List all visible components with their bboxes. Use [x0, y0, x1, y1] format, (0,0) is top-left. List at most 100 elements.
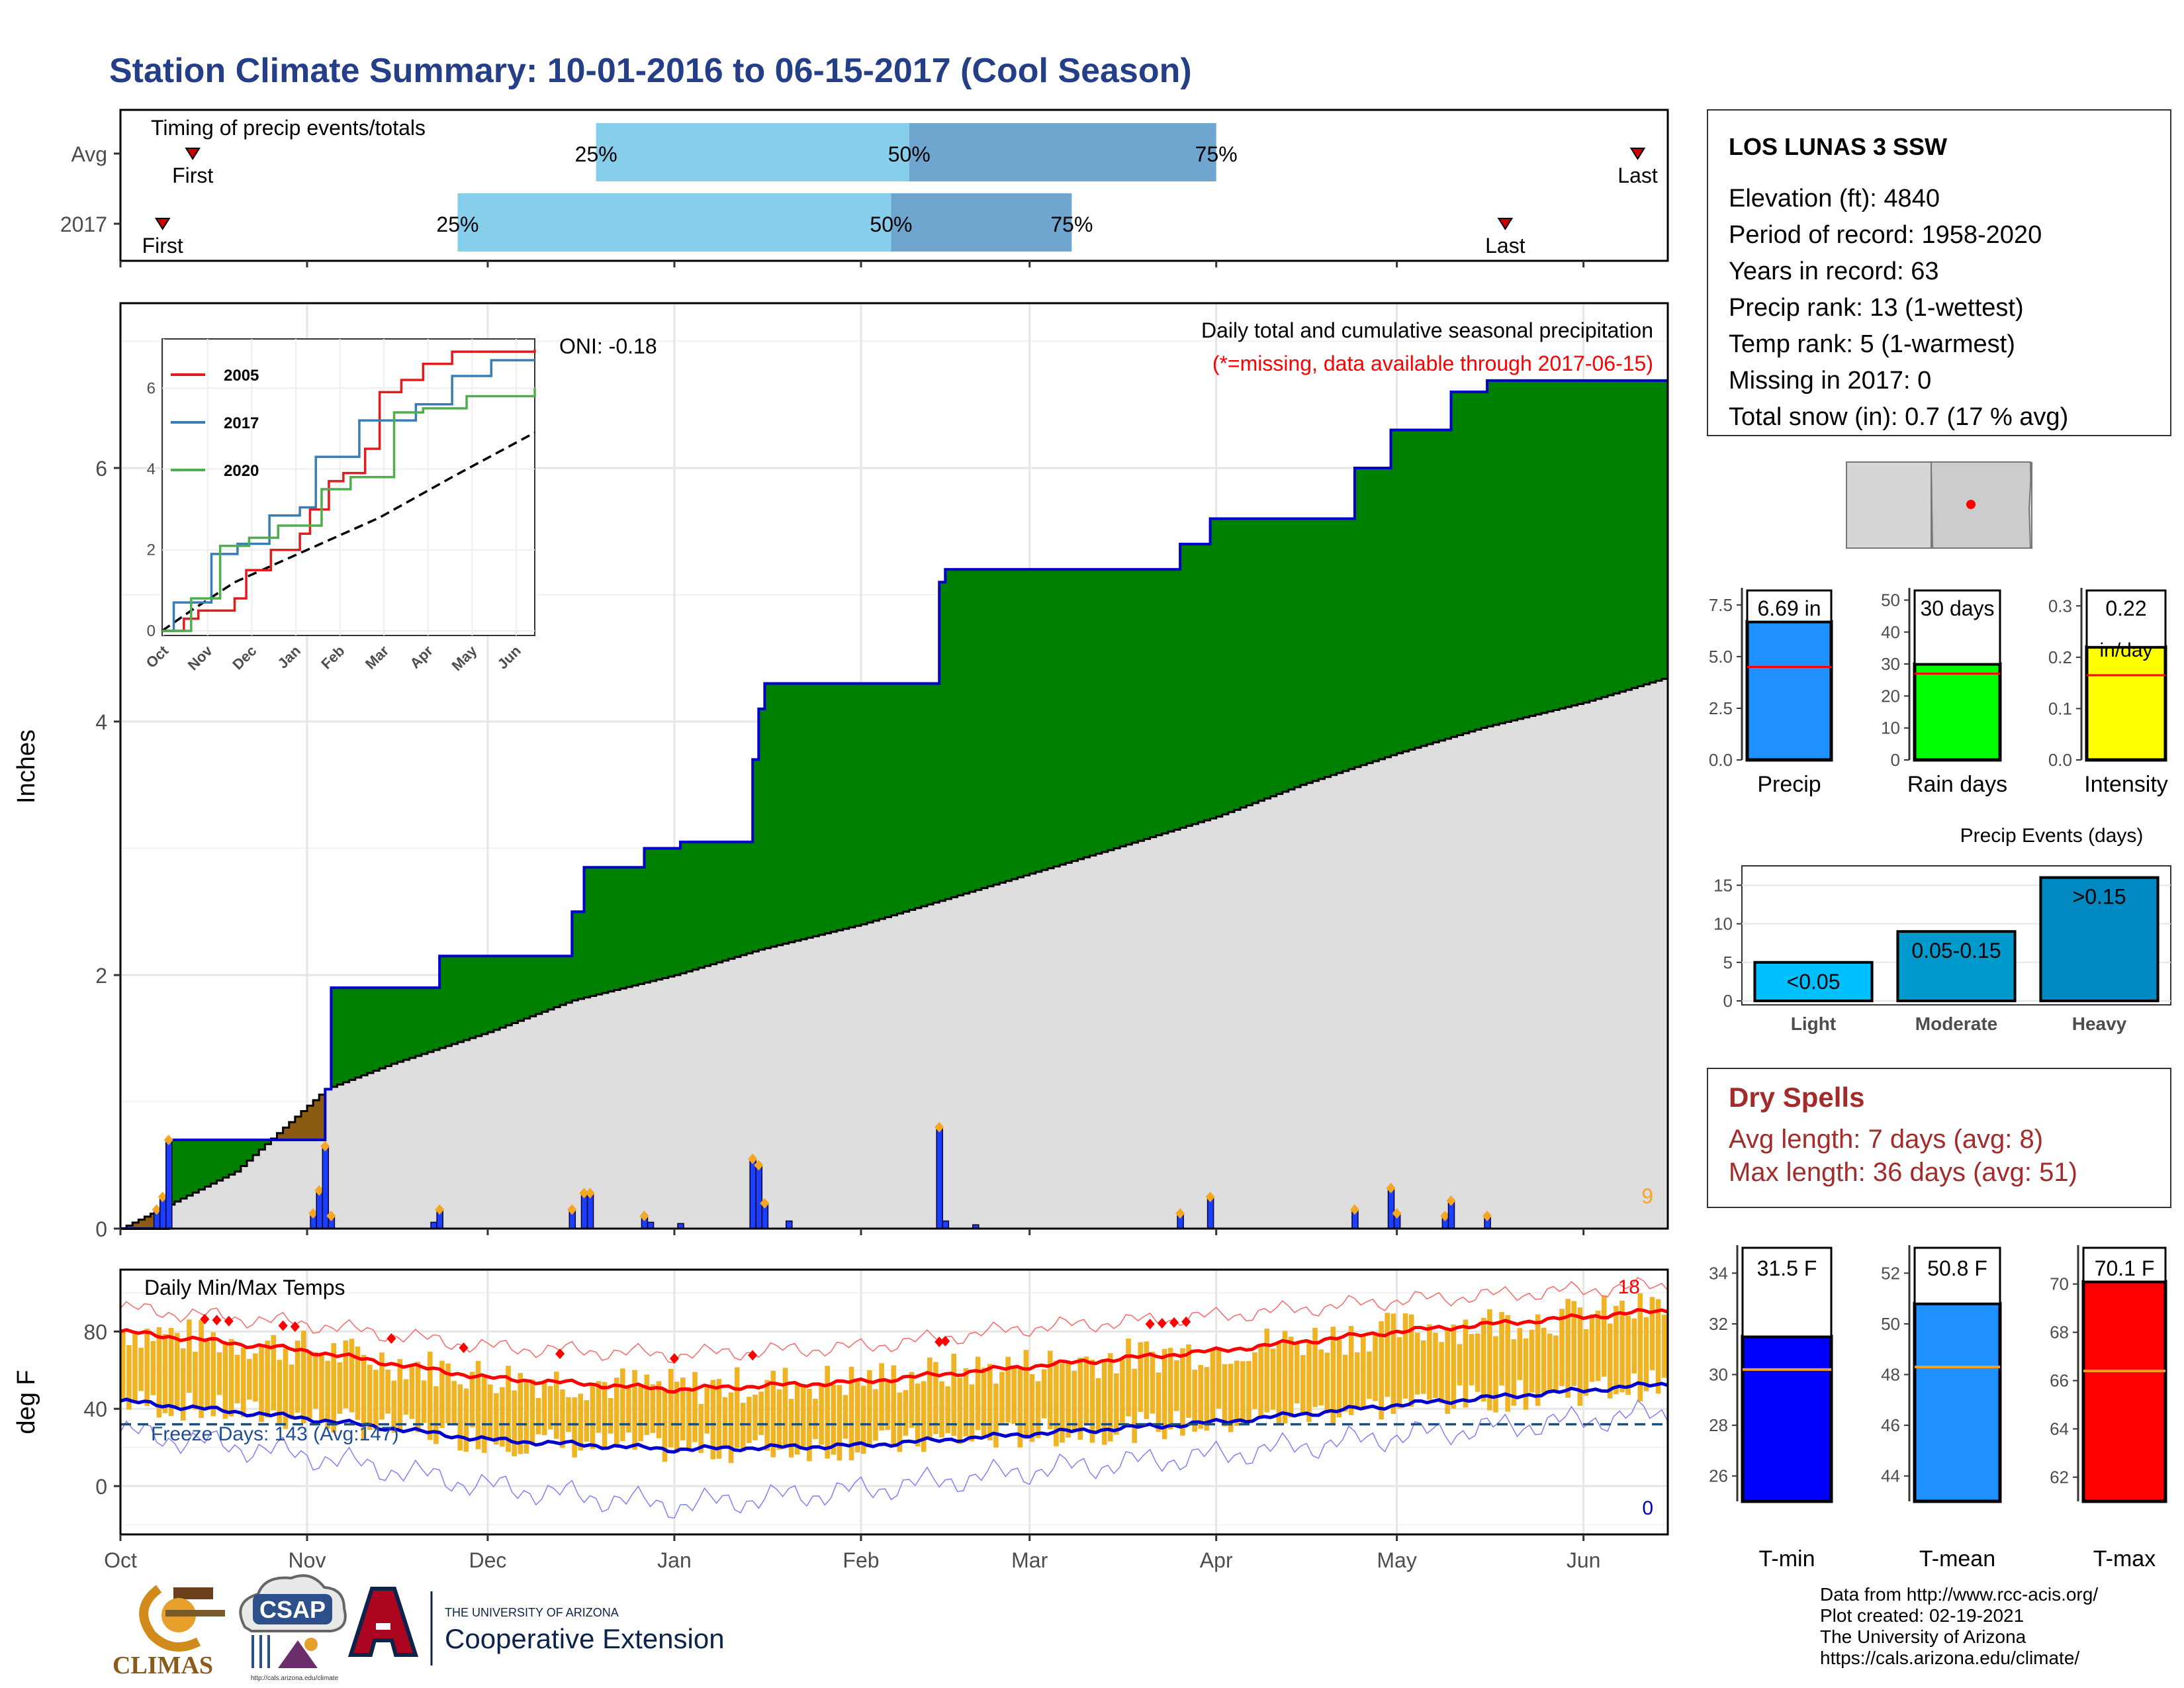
above-average-fill — [1655, 380, 1662, 681]
daily-temp-range-bar — [1264, 1329, 1270, 1413]
ua-logo: THE UNIVERSITY OF ARIZONA Cooperative Ex… — [347, 1587, 725, 1665]
temp-ylabel: deg F — [13, 1370, 40, 1434]
above-average-fill — [867, 683, 874, 923]
above-average-fill — [1499, 380, 1506, 724]
temp-bar-ytick-label: 48 — [1881, 1365, 1900, 1385]
daily-temp-range-bar — [680, 1378, 686, 1441]
above-average-fill — [1421, 430, 1428, 746]
above-average-fill — [650, 848, 657, 981]
daily-temp-range-bar — [1445, 1330, 1450, 1414]
record-high-marker — [278, 1320, 288, 1331]
logos: CLIMAS CSAP http://cals.arizona.edu/clim… — [113, 1574, 725, 1682]
average-cumulative-line — [120, 677, 1669, 1230]
above-average-fill — [1547, 380, 1554, 712]
below-average-fill — [144, 1216, 152, 1229]
precip-events-panel: Precip Events (days) 0 5 10 15 <0.05 Light 0.0… — [1713, 825, 2171, 1034]
daily-temp-range-bar — [1120, 1359, 1125, 1423]
daily-temp-range-bar — [427, 1351, 433, 1440]
mini-bar-Precip — [1745, 620, 1833, 762]
above-average-fill — [1174, 569, 1181, 830]
above-average-fill — [903, 683, 910, 912]
temp-bar-ytick-label: 68 — [2050, 1323, 2069, 1342]
daily-temp-range-bar — [445, 1363, 451, 1424]
above-average-fill — [1529, 380, 1536, 716]
map-border — [2028, 461, 2032, 549]
daily-temp-range-bar — [819, 1383, 824, 1445]
daily-temp-range-bar — [566, 1397, 571, 1432]
daily-temp-range-bar — [620, 1368, 625, 1441]
above-average-fill — [1414, 430, 1422, 748]
daily-temp-range-bar — [1150, 1351, 1156, 1414]
record-high-marker — [1181, 1316, 1191, 1327]
daily-temp-range-bar — [710, 1380, 716, 1460]
above-average-fill — [205, 1139, 212, 1187]
daily-temp-range-bar — [535, 1397, 541, 1434]
daily-temp-range-bar — [337, 1362, 343, 1414]
daily-temp-range-bar — [1487, 1309, 1492, 1411]
month-label: Jan — [657, 1548, 692, 1572]
daily-temp-range-bar — [355, 1346, 361, 1420]
map-new-mexico — [1930, 461, 2033, 549]
above-average-fill — [999, 569, 1006, 883]
timing-p75-label: 75% — [1050, 212, 1093, 236]
daily-temp-range-bar — [168, 1328, 174, 1417]
above-average-fill — [1107, 569, 1115, 851]
above-average-fill — [259, 1139, 265, 1150]
above-average-fill — [331, 988, 338, 1087]
last-marker — [1497, 218, 1514, 230]
precip-frame — [119, 302, 1669, 1230]
above-average-fill — [1276, 518, 1283, 794]
above-average-fill — [361, 988, 368, 1076]
above-average-fill — [1083, 569, 1091, 858]
above-average-fill — [1324, 518, 1332, 777]
events-ytick-label: 0 — [1723, 991, 1733, 1011]
above-average-fill — [1457, 392, 1464, 735]
missing-note: (*=missing, data available through 2017-… — [1212, 352, 1653, 375]
daily-temp-range-bar — [180, 1348, 186, 1421]
record-high-marker — [748, 1350, 758, 1361]
csap-url: http://cals.arizona.edu/climate — [251, 1675, 339, 1682]
daily-temp-range-bar — [885, 1382, 890, 1430]
precip-heading: Daily total and cumulative seasonal prec… — [1201, 318, 1653, 342]
daily-temp-range-bar — [1210, 1349, 1216, 1422]
events-ytick-label: 10 — [1713, 914, 1733, 934]
daily-temp-range-bar — [1258, 1346, 1263, 1418]
temp-bar-ytick-label: 32 — [1709, 1314, 1728, 1334]
above-average-fill — [409, 988, 416, 1058]
daily-temp-range-bar — [1198, 1365, 1204, 1429]
above-average-fill — [1571, 380, 1578, 706]
temp-ytick-label: 0 — [95, 1475, 107, 1499]
hot-precip-count: 9 — [1641, 1184, 1653, 1208]
above-average-fill — [1637, 380, 1645, 686]
temp-bar-T-min — [1741, 1335, 1833, 1503]
above-average-fill — [782, 683, 790, 944]
above-average-fill — [494, 956, 500, 1030]
daily-temp-range-bar — [1204, 1367, 1210, 1431]
daily-temp-range-bar — [457, 1384, 463, 1451]
temp-ytick-label: 80 — [83, 1320, 107, 1344]
above-average-fill — [1300, 518, 1307, 785]
above-average-fill — [518, 956, 525, 1021]
above-average-fill — [1264, 518, 1271, 799]
events-bar — [1753, 961, 1874, 1002]
above-average-fill — [541, 956, 549, 1012]
daily-temp-range-bar — [734, 1367, 740, 1448]
above-average-fill — [457, 956, 465, 1043]
heavy-day-marker — [1386, 1182, 1396, 1194]
above-average-fill — [626, 867, 633, 988]
above-average-fill — [704, 841, 711, 966]
daily-temp-range-bar — [722, 1397, 728, 1448]
above-average-fill — [1595, 380, 1602, 699]
daily-temp-range-bar — [933, 1362, 938, 1434]
above-average-fill — [656, 848, 663, 980]
above-average-fill — [1005, 569, 1012, 881]
daily-temp-range-bar — [1029, 1374, 1035, 1442]
daily-temp-range-bar — [969, 1384, 975, 1442]
daily-temp-range-bar — [1583, 1329, 1589, 1396]
daily-temp-range-bar — [1167, 1348, 1173, 1430]
above-average-fill — [1427, 430, 1433, 745]
above-average-fill — [993, 569, 1000, 885]
daily-temp-range-bar — [963, 1368, 969, 1436]
dry-spells-box: Dry Spells Avg length: 7 days (avg: 8) M… — [1707, 1068, 2171, 1208]
